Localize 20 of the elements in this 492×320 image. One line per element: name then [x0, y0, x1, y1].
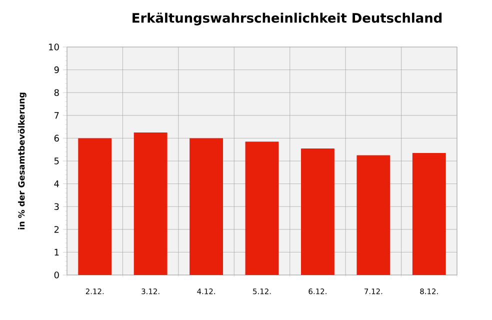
y-tick-label: 1 — [54, 248, 59, 256]
y-tick-label: 5 — [54, 158, 59, 164]
bar — [245, 142, 279, 275]
y-tick-label: 8 — [54, 89, 59, 96]
y-tick-label: 3 — [54, 203, 59, 210]
y-tick-label: 2 — [54, 226, 59, 233]
y-tick-label: 7 — [54, 112, 59, 119]
bar — [412, 153, 446, 275]
bar — [356, 155, 390, 275]
bar — [190, 138, 224, 275]
y-tick-label: 0 — [54, 272, 59, 278]
y-tick-label: 10 — [49, 44, 59, 50]
bar — [134, 132, 168, 275]
y-tick-label: 6 — [54, 134, 59, 142]
y-axis-title: in % der Gesamtbevölkerung — [18, 92, 26, 230]
y-tick-label: 9 — [54, 66, 59, 74]
bar — [301, 148, 334, 275]
chart-title: Erkältungswahrscheinlichkeit Deutschland — [132, 12, 442, 26]
bar — [78, 138, 112, 275]
y-tick-label: 4 — [54, 180, 59, 188]
